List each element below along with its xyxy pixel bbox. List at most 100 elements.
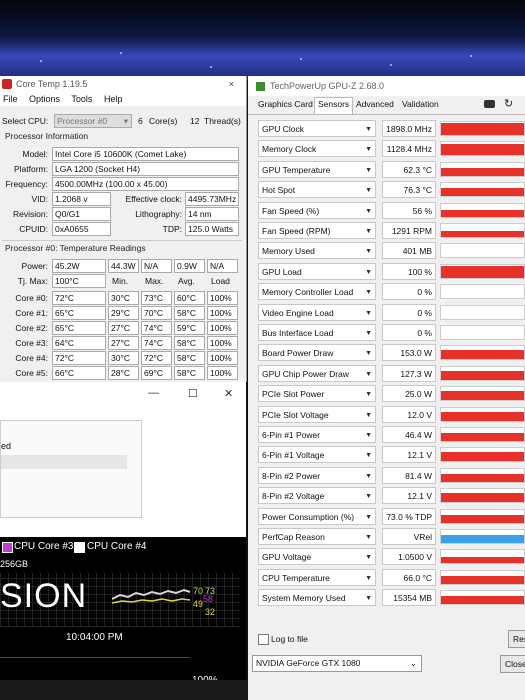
sensor-name-dropdown[interactable]: Memory Used ▼	[258, 242, 376, 260]
lithography-label: Lithography:	[135, 209, 182, 219]
gpu-select-dropdown[interactable]: NVIDIA GeForce GTX 1080 ⌄	[252, 655, 422, 672]
core-label: Core #4:	[15, 353, 48, 363]
load-sparkline	[112, 588, 191, 604]
tab-advanced[interactable]: Advanced	[356, 99, 394, 109]
reset-button[interactable]: Res	[508, 630, 525, 648]
sensor-name-dropdown[interactable]: Fan Speed (RPM) ▼	[258, 222, 376, 239]
sensor-name-dropdown[interactable]: PCIe Slot Power ▼	[258, 385, 376, 403]
sensor-value: 12.1 V	[382, 446, 436, 464]
chevron-down-icon: ▼	[365, 574, 372, 582]
sensor-row: PCIe Slot Voltage ▼ 12.0 V	[258, 405, 525, 424]
sensor-name-dropdown[interactable]: Video Engine Load ▼	[258, 303, 376, 321]
sensor-name-dropdown[interactable]: CPU Temperature ▼	[258, 568, 376, 586]
maximize-icon[interactable]: ☐	[188, 388, 198, 400]
sensor-name-dropdown[interactable]: GPU Clock ▼	[258, 120, 376, 137]
sensor-value: VRel	[382, 528, 436, 545]
refresh-icon[interactable]: ↻	[504, 98, 514, 110]
core-avg: 58°C	[174, 351, 205, 365]
sensor-name-dropdown[interactable]: 8-Pin #2 Power ▼	[258, 466, 376, 484]
close-icon[interactable]: ✕	[224, 388, 234, 400]
processor-info-heading: Processor Information	[5, 131, 89, 141]
close-icon[interactable]: ×	[228, 79, 234, 89]
sensor-name-dropdown[interactable]: GPU Voltage ▼	[258, 548, 376, 566]
tab-graphics-card[interactable]: Graphics Card	[258, 99, 313, 109]
sensor-graph	[440, 427, 525, 442]
sensor-name-dropdown[interactable]: 6-Pin #1 Power ▼	[258, 426, 376, 443]
core-label: Core #0:	[15, 293, 48, 303]
background-window: — ☐ ✕ ed	[0, 382, 246, 537]
gpuz-title: TechPowerUp GPU-Z 2.68.0	[270, 81, 385, 91]
sensor-name: Power Consumption (%)	[262, 511, 355, 522]
core-max: 73°C	[141, 291, 172, 305]
core-avg: 58°C	[174, 336, 205, 350]
list-item-selected[interactable]	[1, 455, 127, 469]
sensor-value: 100 %	[382, 262, 436, 280]
sensor-name-dropdown[interactable]: 8-Pin #2 Voltage ▼	[258, 487, 376, 505]
sensor-name-dropdown[interactable]: Power Consumption (%) ▼	[258, 507, 376, 525]
sensor-name-dropdown[interactable]: GPU Load ▼	[258, 262, 376, 280]
sensor-name-dropdown[interactable]: PCIe Slot Voltage ▼	[258, 405, 376, 423]
sparkline-line-2	[112, 598, 191, 604]
readout-2: 73	[205, 586, 216, 596]
sensor-name: 6-Pin #1 Power	[262, 430, 321, 440]
minimize-icon[interactable]: —	[148, 387, 159, 399]
sensor-name-dropdown[interactable]: System Memory Used ▼	[258, 589, 376, 607]
sensor-row: 6-Pin #1 Power ▼ 46.4 W	[258, 426, 525, 444]
sensor-value: 1898.0 MHz	[382, 120, 436, 137]
revision-value: Q0/G1	[52, 207, 111, 221]
sensor-name-dropdown[interactable]: Hot Spot ▼	[258, 181, 376, 199]
menu-options[interactable]: Options	[29, 94, 61, 104]
sensor-name: PerfCap Reason	[262, 532, 325, 542]
sensor-name: Video Engine Load	[262, 307, 334, 318]
sensor-name-dropdown[interactable]: GPU Chip Power Draw ▼	[258, 364, 376, 382]
sensor-graph-fill	[441, 123, 524, 135]
sensor-row: CPU Temperature ▼ 66.0 °C	[258, 568, 525, 587]
sensor-graph-fill	[441, 370, 524, 380]
sensor-name-dropdown[interactable]: Memory Clock ▼	[258, 140, 376, 158]
sensor-value: 0 %	[382, 303, 436, 321]
tab-sensors[interactable]: Sensors	[314, 97, 354, 114]
menu-file[interactable]: File	[3, 94, 18, 104]
frequency-label: Frequency:	[5, 179, 48, 189]
desktop-strip	[0, 680, 248, 700]
checkbox-core4[interactable]	[74, 542, 85, 553]
chevron-down-icon: ▼	[365, 207, 372, 215]
core-max: 72°C	[141, 351, 172, 365]
sensor-graph	[440, 508, 525, 524]
sensor-graph-fill	[441, 350, 524, 360]
sensor-graph-fill	[441, 474, 524, 482]
sensor-name: PCIe Slot Power	[262, 389, 325, 400]
sensor-graph-fill	[441, 230, 524, 237]
background-window-titlebar: — ☐ ✕	[0, 382, 246, 406]
sensor-name-dropdown[interactable]: Memory Controller Load ▼	[258, 283, 376, 301]
core-load: 100%	[207, 366, 238, 380]
camera-icon[interactable]	[484, 100, 495, 108]
sensor-value: 127.3 W	[382, 364, 436, 382]
sensor-graph-fill	[441, 210, 524, 217]
list-item[interactable]: ed	[1, 441, 12, 451]
log-to-file-checkbox[interactable]	[258, 634, 269, 645]
sensor-name-dropdown[interactable]: Fan Speed (%) ▼	[258, 201, 376, 219]
gpuz-window: TechPowerUp GPU-Z 2.68.0 Graphics Card S…	[248, 76, 525, 700]
select-cpu-dropdown[interactable]: Processor #0 ▾	[54, 114, 132, 128]
sensor-graph	[440, 467, 525, 483]
close-button[interactable]: Close	[500, 655, 525, 673]
sensor-name-dropdown[interactable]: PerfCap Reason ▼	[258, 528, 376, 545]
sensor-name-dropdown[interactable]: Bus Interface Load ▼	[258, 324, 376, 341]
power-other: N/A	[207, 259, 238, 273]
lithography-value: 14 nm	[185, 207, 239, 221]
sensor-name-dropdown[interactable]: 6-Pin #1 Voltage ▼	[258, 446, 376, 464]
core-temp: 65°C	[52, 321, 106, 335]
core-min: 29°C	[108, 306, 139, 320]
sensor-graph-fill	[441, 556, 524, 564]
sensor-name-dropdown[interactable]: GPU Temperature ▼	[258, 160, 376, 178]
checkbox-core3[interactable]	[2, 542, 13, 553]
sensor-name-dropdown[interactable]: Board Power Draw ▼	[258, 344, 376, 362]
chevron-down-icon: ▼	[365, 595, 372, 603]
readout-4: 49	[193, 599, 204, 609]
core-max: 74°C	[141, 321, 172, 335]
menu-tools[interactable]: Tools	[71, 94, 93, 104]
tdp-value: 125.0 Watts	[185, 222, 239, 236]
menu-help[interactable]: Help	[103, 94, 123, 104]
tab-validation[interactable]: Validation	[402, 99, 439, 109]
